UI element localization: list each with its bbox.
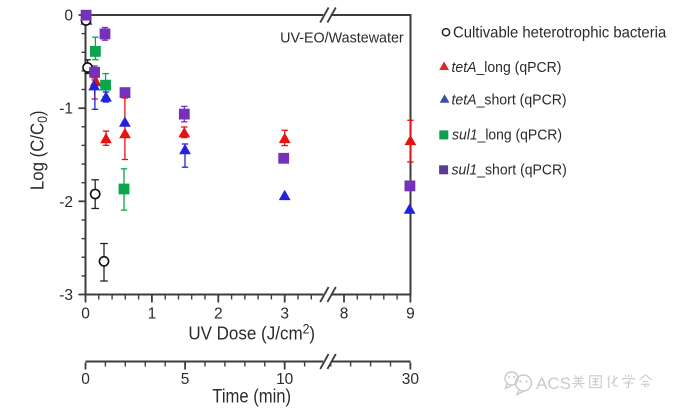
svg-text:ACS: ACS	[536, 374, 571, 393]
svg-text:10: 10	[276, 371, 294, 388]
svg-text:Log (C/C0): Log (C/C0)	[27, 110, 50, 190]
svg-text:UV Dose (J/cm2): UV Dose (J/cm2)	[188, 321, 315, 344]
svg-text:5: 5	[181, 371, 190, 388]
svg-text:-1: -1	[59, 101, 73, 118]
svg-text:Time (min): Time (min)	[212, 385, 291, 406]
svg-text:8: 8	[340, 306, 349, 323]
svg-text:sul1_short (qPCR): sul1_short (qPCR)	[452, 162, 567, 179]
svg-text:1: 1	[148, 306, 157, 323]
svg-text:-3: -3	[59, 287, 73, 304]
svg-text:3: 3	[280, 306, 289, 323]
svg-text:sul1_long (qPCR): sul1_long (qPCR)	[452, 127, 562, 144]
svg-text:9: 9	[406, 306, 415, 323]
svg-text:tetA_long (qPCR): tetA_long (qPCR)	[452, 60, 562, 77]
svg-text:30: 30	[402, 371, 420, 388]
svg-text:UV-EO/Wastewater: UV-EO/Wastewater	[280, 30, 404, 46]
svg-text:0: 0	[81, 306, 90, 323]
svg-text:2: 2	[214, 306, 223, 323]
svg-text:0: 0	[64, 8, 73, 25]
svg-text:Cultivable heterotrophic bacte: Cultivable heterotrophic bacteria	[453, 24, 667, 42]
svg-text:0: 0	[81, 371, 90, 388]
svg-text:tetA_short (qPCR): tetA_short (qPCR)	[452, 92, 567, 108]
svg-text:-2: -2	[59, 194, 73, 211]
